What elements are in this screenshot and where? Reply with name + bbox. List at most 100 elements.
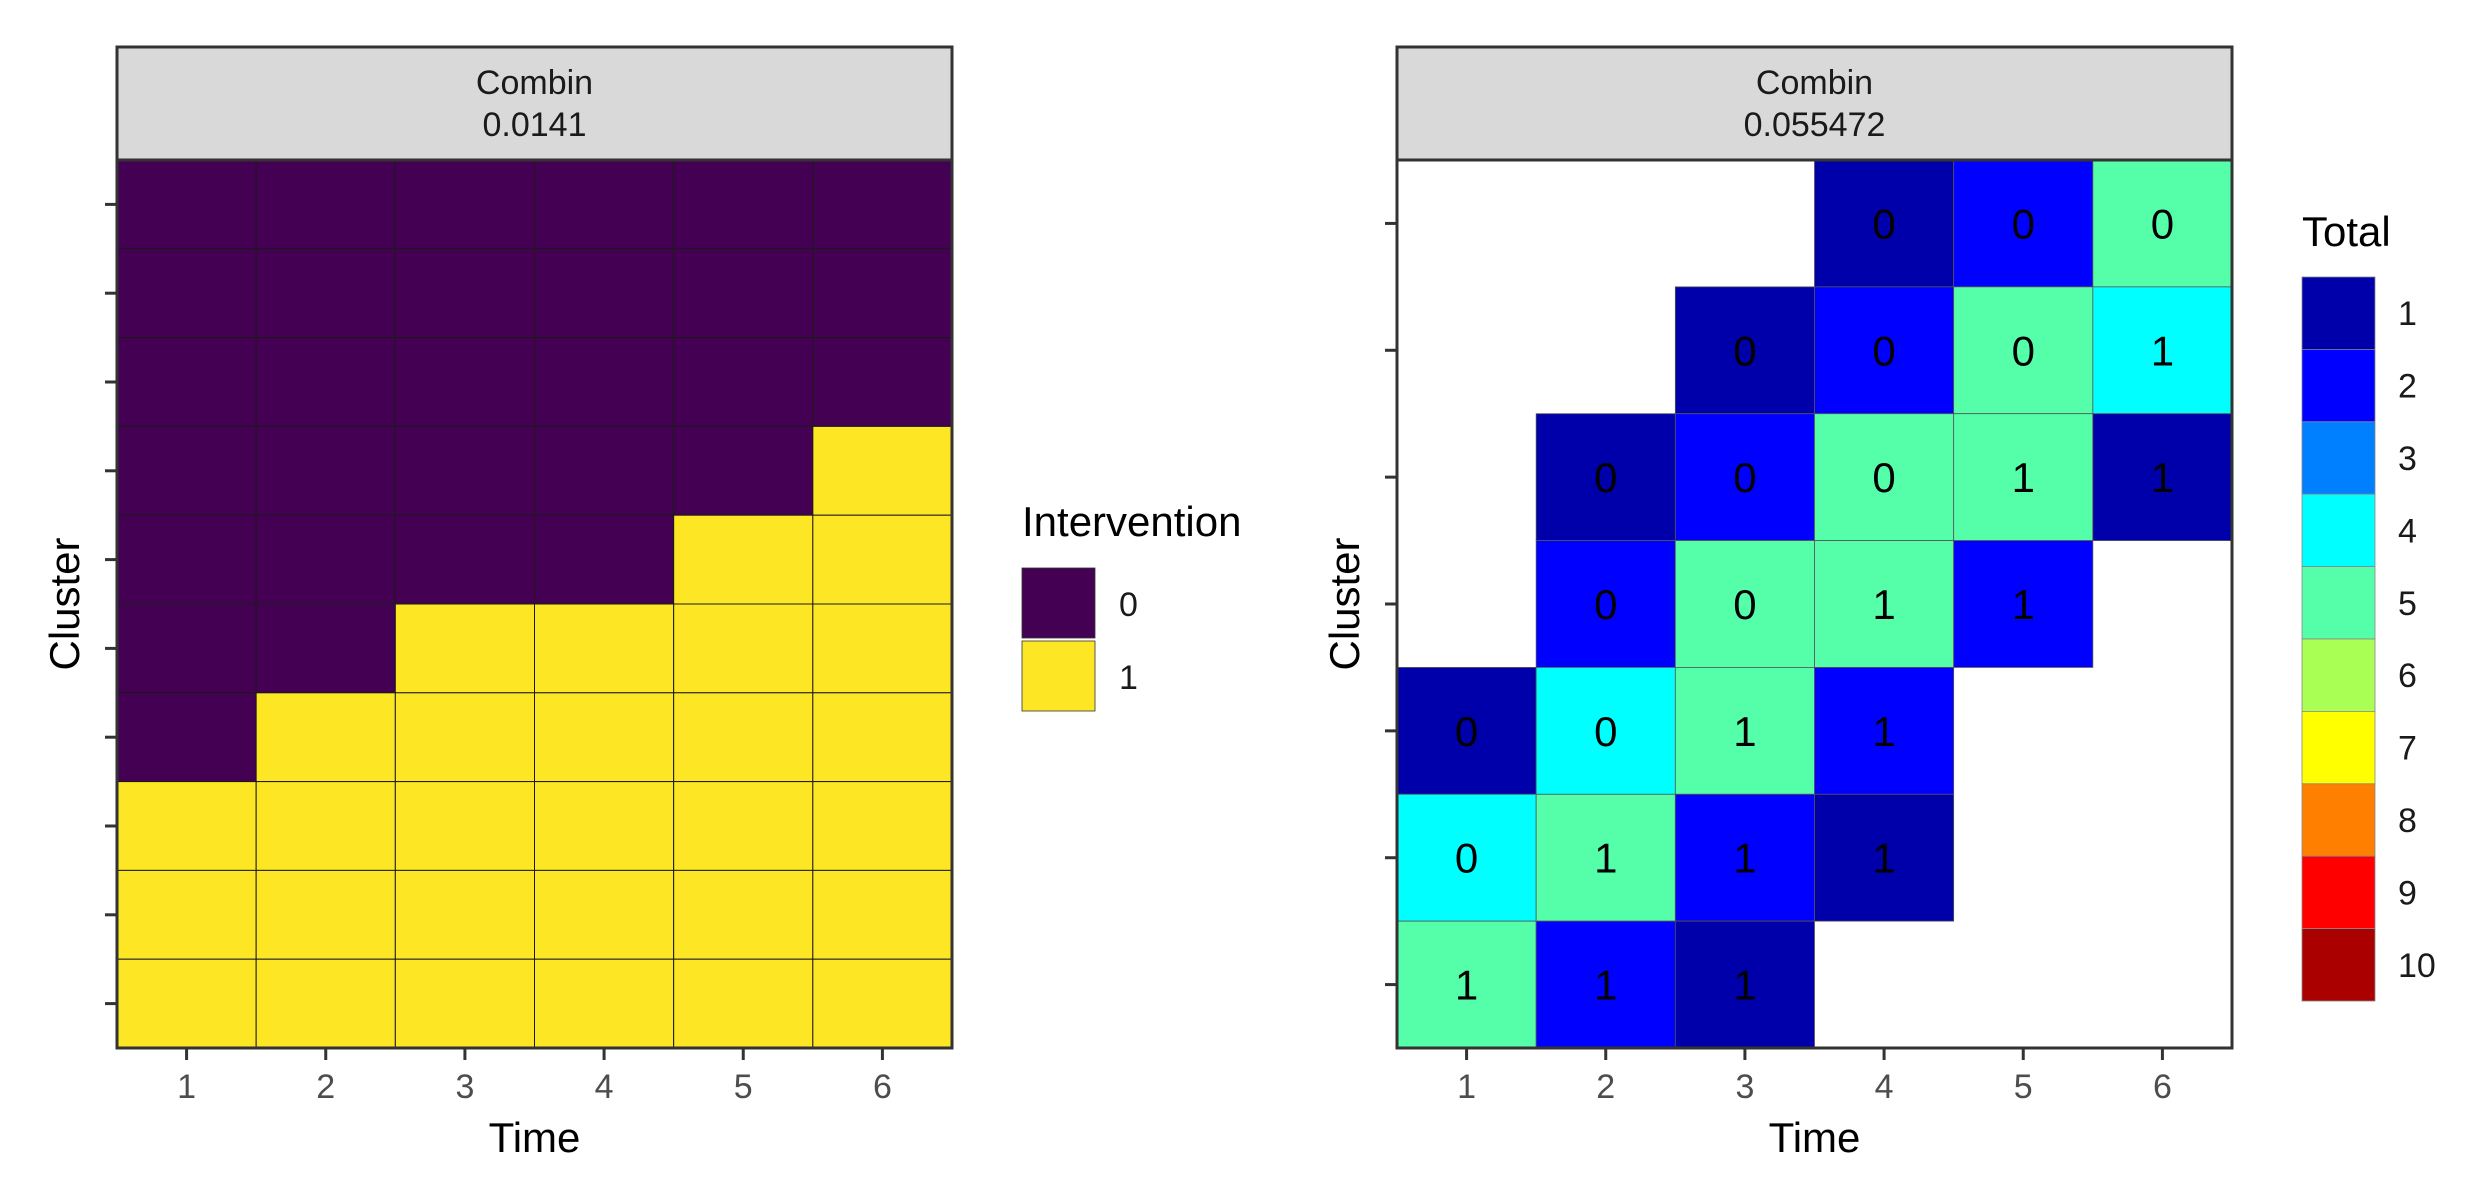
strip-background: [1395, 45, 2234, 162]
intervention-heatmap-panel: Combin 0.0141 1 2 3 4 5 6 Time Cluster Interv…: [41, 45, 1241, 1161]
heatmap-cell: [255, 337, 396, 427]
legend-key: [2301, 493, 2376, 568]
heatmap-cell: [1953, 413, 2094, 541]
legend-label: 4: [2398, 512, 2417, 550]
cell-intervention-label: 0: [2012, 327, 2035, 374]
x-tick-label: 4: [1875, 1068, 1894, 1106]
heatmap-cell: [1814, 540, 1955, 668]
legend-key: [2301, 348, 2376, 423]
cell-intervention-label: 0: [1594, 708, 1617, 755]
legend-key: [2301, 276, 2376, 350]
heatmap-cell: [673, 425, 814, 516]
x-ticks: 1 2 3 4 5 6: [177, 1048, 892, 1106]
heatmap-cell: [394, 425, 536, 516]
heatmap-cell: [673, 692, 814, 783]
x-tick-label: 1: [177, 1068, 196, 1106]
heatmap-cell: [534, 869, 675, 960]
heatmap-cell: [673, 869, 814, 960]
heatmap-cell: [1814, 667, 1955, 795]
heatmap-cell: [812, 781, 953, 871]
legend-key: [2301, 711, 2376, 785]
total-heatmap-panel: Combin 0.055472 0 0 00 0 0 10 0 0 1 10 0 1 10 0 1 10 1 1 1…: [1321, 45, 2436, 1161]
heatmap-cell: [812, 425, 953, 516]
strip-value: 0.0141: [483, 106, 587, 144]
cell-intervention-label: 1: [2151, 327, 2174, 374]
heatmap-cell: [116, 781, 257, 871]
heatmap-cell: [116, 692, 257, 783]
panel-border: [115, 158, 954, 1050]
legend-label: 9: [2398, 874, 2417, 912]
x-axis-label: Time: [1769, 1114, 1861, 1161]
x-tick-label: 5: [734, 1068, 753, 1106]
heatmap-cell: [534, 514, 675, 605]
y-ticks: [1385, 221, 1397, 987]
legend-title: Intervention: [1022, 498, 1241, 545]
heatmap-cell: [1814, 413, 1955, 541]
heatmap-cell: [1953, 540, 2094, 668]
cell-intervention-label: 1: [2151, 454, 2174, 501]
legend-key: [2301, 566, 2376, 640]
strip-value: 0.055472: [1744, 106, 1886, 144]
heatmap-cell: [534, 603, 675, 694]
legend-label: 8: [2398, 802, 2417, 840]
y-axis-label: Cluster: [41, 537, 88, 670]
heatmap-cell: [1396, 920, 1537, 1049]
heatmap-cell: [673, 248, 814, 339]
cell-intervention-label: 0: [2151, 200, 2174, 247]
heatmap-cell: [116, 514, 257, 605]
legend-label: 5: [2398, 585, 2417, 623]
cell-intervention-label: 0: [1733, 454, 1756, 501]
heatmap-cell: [1953, 286, 2094, 415]
legend-key-1: [1021, 640, 1096, 712]
cell-intervention-label: 0: [1455, 835, 1478, 882]
x-tick-label: 3: [455, 1068, 474, 1106]
cell-intervention-label: 1: [1594, 962, 1617, 1009]
legend-label: 2: [2398, 368, 2417, 406]
heatmap-cell: [2092, 286, 2233, 415]
heatmap-cell: [116, 603, 257, 694]
cell-intervention-label: 1: [1594, 835, 1617, 882]
cell-intervention-label: 0: [1872, 327, 1895, 374]
heatmap-cell: [394, 248, 536, 339]
x-tick-label: 2: [1596, 1068, 1615, 1106]
strip-title: Combin: [1756, 64, 1873, 102]
cell-intervention-label: 0: [1872, 200, 1895, 247]
heatmap-cell: [1814, 793, 1955, 922]
y-ticks: [105, 202, 117, 1006]
heatmap-cell: [1674, 413, 1815, 541]
cell-intervention-label: 1: [1733, 835, 1756, 882]
heatmap-cell: [394, 869, 536, 960]
strip-title: Combin: [476, 64, 593, 102]
heatmap-cell: [255, 958, 396, 1049]
cell-intervention-label: 0: [1733, 327, 1756, 374]
heatmap-cell: [394, 692, 536, 783]
heatmap-cell: [1535, 920, 1676, 1049]
heatmap-cell: [534, 337, 675, 427]
legend-label: 6: [2398, 657, 2417, 695]
x-tick-label: 6: [2153, 1068, 2172, 1106]
legend-label: 10: [2398, 947, 2436, 985]
heatmap-cell: [255, 514, 396, 605]
heatmap-cell: [1814, 159, 1955, 288]
heatmap-cell: [1674, 793, 1815, 922]
heatmap-cell: [812, 514, 953, 605]
heatmap-cell: [534, 692, 675, 783]
heatmap-cell: [534, 958, 675, 1049]
cell-intervention-label: 0: [1455, 708, 1478, 755]
heatmap-cell: [1396, 793, 1537, 922]
legend-key: [2301, 783, 2376, 857]
heatmap-cell: [255, 692, 396, 783]
heatmap-cell: [1535, 667, 1676, 795]
x-tick-label: 5: [2014, 1068, 2033, 1106]
legend-label: 3: [2398, 440, 2417, 478]
legend-label: 7: [2398, 730, 2417, 768]
heatmap-cell: [812, 248, 953, 339]
heatmap-cell: [116, 337, 257, 427]
cell-intervention-label: 1: [1733, 962, 1756, 1009]
legend-key: [2301, 855, 2376, 930]
heatmap-cell: [116, 248, 257, 339]
legend-key-0: [1021, 567, 1096, 639]
x-tick-label: 6: [873, 1068, 892, 1106]
x-ticks: 1 2 3 4 5 6: [1457, 1048, 2172, 1106]
